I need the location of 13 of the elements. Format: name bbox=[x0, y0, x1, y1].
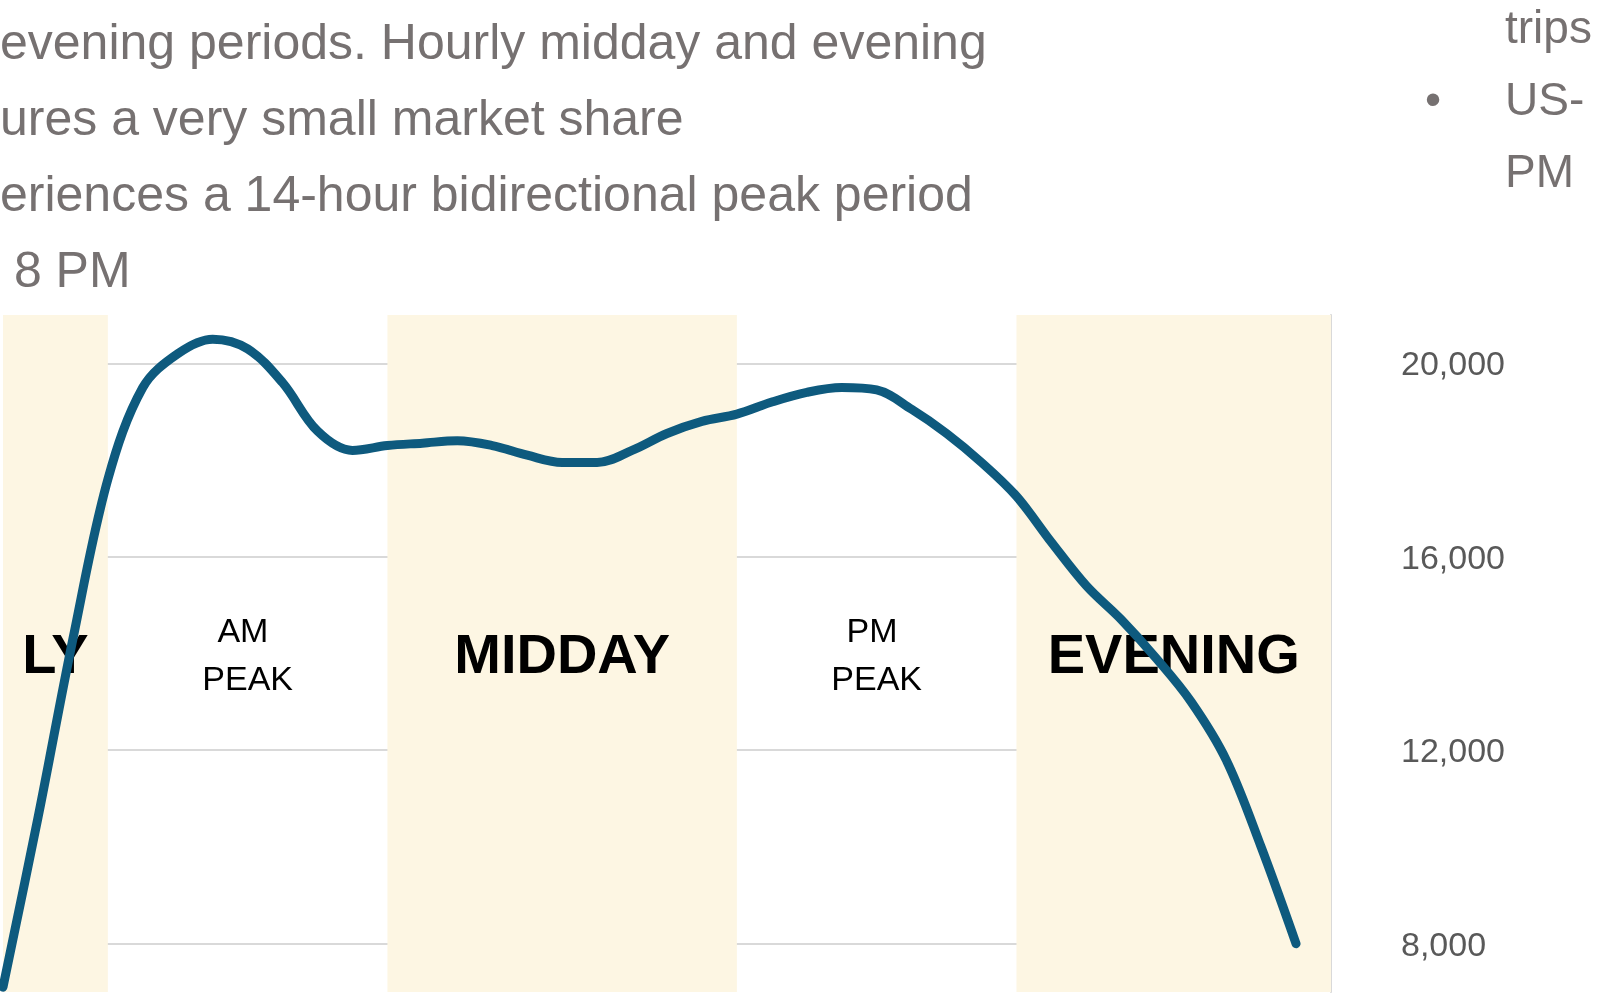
text: US- bbox=[1505, 73, 1585, 125]
y-tick-label: 12,000 bbox=[1401, 731, 1505, 770]
text: • bbox=[1425, 73, 1442, 125]
annotation: AM PEAK bbox=[202, 610, 294, 697]
text: trips bbox=[1505, 1, 1592, 53]
y-tick-label: 20,000 bbox=[1401, 344, 1505, 383]
y-tick-label: 8,000 bbox=[1401, 924, 1487, 963]
chart-subtitle: evening periods. Hourly midday and evening ures a very small market share eriences a 14-hour bidirectional peak period 8 PM bbox=[0, 14, 987, 298]
annotation: PM bbox=[846, 610, 907, 649]
text: PEAK bbox=[831, 658, 923, 697]
annotation: MIDDAY bbox=[454, 622, 671, 685]
y-tick-label: 16,000 bbox=[1401, 537, 1505, 576]
text: PM bbox=[1505, 145, 1574, 197]
